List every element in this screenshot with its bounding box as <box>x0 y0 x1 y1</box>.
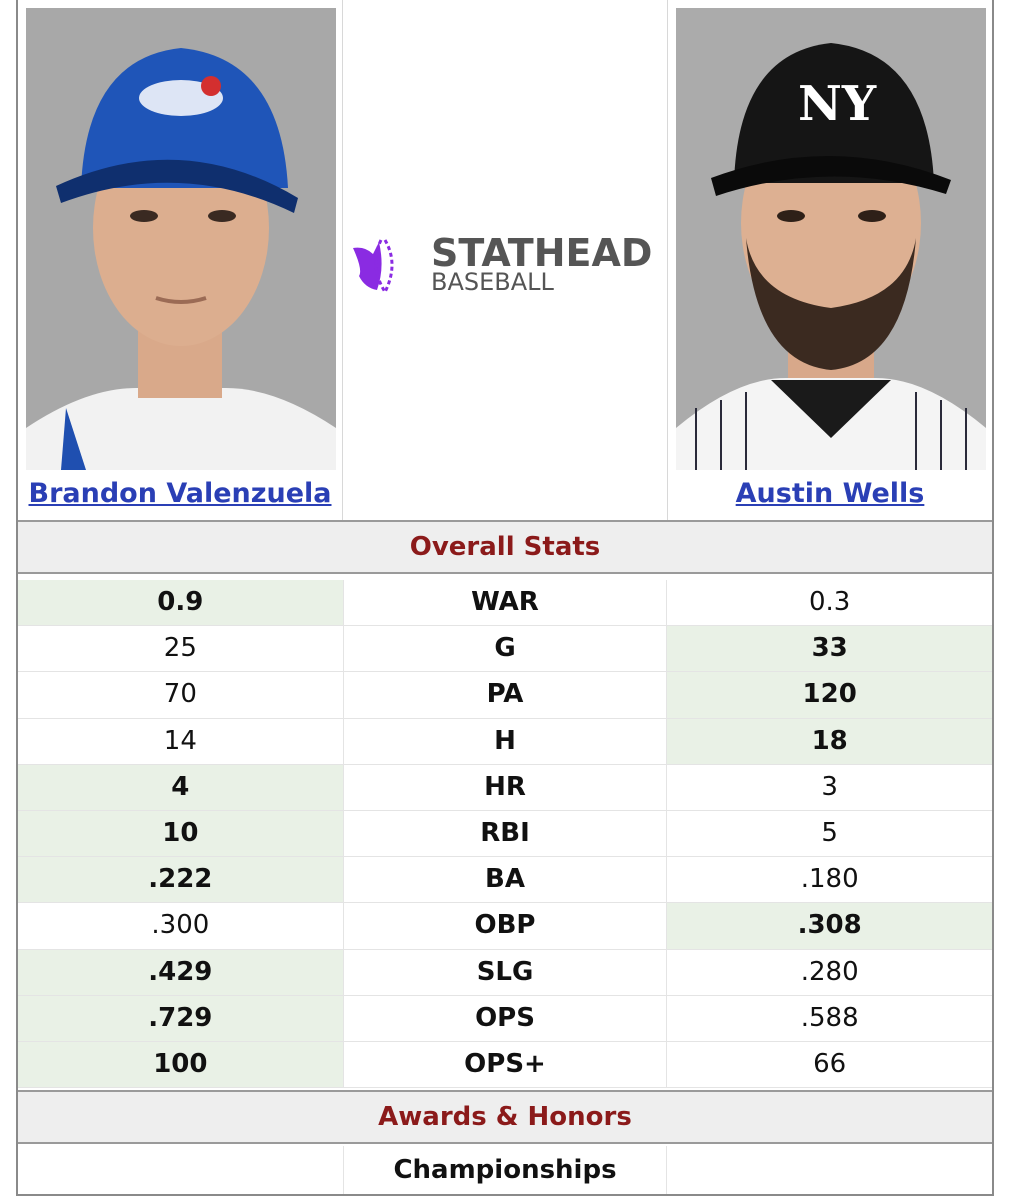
right-stat-value: 5 <box>821 817 838 848</box>
stat-label: BA <box>342 857 668 903</box>
stat-label: G <box>342 626 668 672</box>
championships-row: Championships <box>18 1146 992 1194</box>
left-headshot-image <box>26 8 336 470</box>
stat-label: H <box>342 718 668 764</box>
awards-honors-header: Awards & Honors <box>18 1090 992 1144</box>
right-stat-value: 33 <box>667 626 993 672</box>
left-player-photo[interactable] <box>26 8 336 470</box>
stat-row: 100 OPS+ 66 <box>18 1041 992 1089</box>
left-stat-value: 10 <box>18 810 343 857</box>
left-stat-value: 14 <box>163 725 197 756</box>
logo-sub-text: BASEBALL <box>431 268 555 296</box>
right-stat-value: 18 <box>667 718 993 764</box>
stat-row: 14 H 18 <box>18 718 993 765</box>
championships-label: Championships <box>342 1146 668 1194</box>
stat-row: .729 OPS .588 <box>18 995 992 1042</box>
logo-main-text: STATHEAD <box>431 231 652 275</box>
left-stat-value: 0.9 <box>18 580 343 626</box>
right-stat-value: .588 <box>800 1002 859 1033</box>
right-stat-value: 3 <box>821 771 838 802</box>
stat-label: HR <box>342 764 668 810</box>
left-stat-value: .222 <box>18 857 343 903</box>
stat-row: 0.9 WAR 0.3 <box>18 580 992 627</box>
comparison-table: Brandon Valenzuela STATHEAD BASEBALL <box>16 0 994 1196</box>
stat-row: 4 HR 3 <box>18 764 992 811</box>
right-player-name-link[interactable]: Austin Wells <box>735 478 925 509</box>
left-stat-value: 70 <box>163 679 197 710</box>
left-stat-value: .300 <box>151 910 210 941</box>
left-stat-value: 100 <box>18 1041 343 1088</box>
stat-label: RBI <box>342 810 668 857</box>
right-stat-value: .280 <box>800 956 859 987</box>
logo-cell: STATHEAD BASEBALL <box>343 0 668 520</box>
left-stat-value: .429 <box>18 949 343 995</box>
stat-label: OPS+ <box>342 1041 668 1088</box>
overall-stats-header: Overall Stats <box>18 520 992 574</box>
championships-left-value <box>18 1146 343 1194</box>
left-stat-value: 4 <box>18 764 343 810</box>
right-stat-value: .308 <box>667 903 993 949</box>
right-stat-value: .180 <box>800 864 859 895</box>
right-stat-value: 0.3 <box>809 587 851 617</box>
stat-row: 70 PA 120 <box>18 672 993 719</box>
stat-row: 25 G 33 <box>18 626 993 673</box>
stat-row: 10 RBI 5 <box>18 810 992 858</box>
right-headshot-image: NY <box>676 8 986 470</box>
svg-text:NY: NY <box>798 76 877 132</box>
player-header-row: Brandon Valenzuela STATHEAD BASEBALL <box>18 0 992 520</box>
left-player-cell: Brandon Valenzuela <box>18 0 343 520</box>
stat-row: .300 OBP .308 <box>18 903 993 950</box>
stat-row: .429 SLG .280 <box>18 949 992 996</box>
stat-label: SLG <box>342 949 668 995</box>
stat-row: .222 BA .180 <box>18 857 992 904</box>
left-stat-value: 25 <box>163 633 197 664</box>
left-stat-value: .729 <box>18 995 343 1041</box>
stat-label: WAR <box>342 580 668 626</box>
stat-label: PA <box>342 672 668 718</box>
right-stat-value: 120 <box>667 672 993 718</box>
stat-label: OBP <box>342 903 668 949</box>
stat-label: OPS <box>342 995 668 1041</box>
championships-right-value <box>667 1146 992 1194</box>
stats-table-body: 0.9 WAR 0.3 25 G 33 70 PA 120 14 H 18 4 HR 3 10 RBI 5 .222… <box>18 580 993 1089</box>
stathead-baseball-logo: STATHEAD BASEBALL <box>353 231 652 296</box>
right-stat-value: 66 <box>813 1048 847 1079</box>
right-player-photo[interactable]: NY <box>676 8 986 470</box>
right-player-cell: NY Austin Wells <box>668 0 992 520</box>
left-player-name-link[interactable]: Brandon Valenzuela <box>28 478 332 509</box>
